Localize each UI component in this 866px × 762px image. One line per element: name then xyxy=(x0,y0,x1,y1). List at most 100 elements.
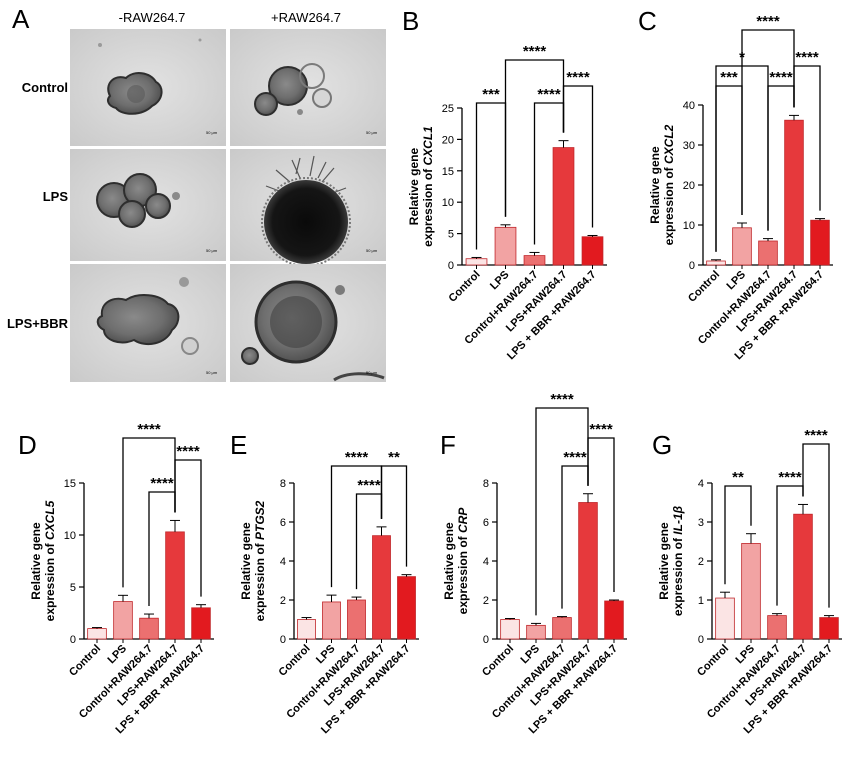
y-axis-label-prefix: expression of xyxy=(421,165,435,246)
chart-panel-g: G 0 1 2 3 4 Relative gene expression of IL-1β Co… xyxy=(652,427,842,736)
bar xyxy=(578,502,598,640)
category-label: Control xyxy=(695,643,731,679)
bar xyxy=(706,260,726,266)
y-tick-label: 0 xyxy=(70,634,76,646)
y-tick-label: 20 xyxy=(683,180,695,192)
chart-panel-e: E 0 2 4 6 8 Relative gene expression of PTGS2 Co… xyxy=(230,430,419,736)
y-axis-label-prefix: expression of xyxy=(43,540,57,621)
y-axis-label-line1: Relative gene xyxy=(648,146,662,224)
category-label: Control xyxy=(446,269,482,305)
y-tick-label: 0 xyxy=(280,634,286,646)
row-label-lps: LPS xyxy=(43,189,69,204)
chart-panel-b: B 0 5 10 15 20 25 Relative gene expression of CX… xyxy=(402,6,607,362)
y-axis-label-line2: expression of PTGS2 xyxy=(253,500,267,621)
bar xyxy=(139,617,159,640)
y-tick-label: 8 xyxy=(483,478,489,490)
bar xyxy=(732,227,752,266)
y-axis-label-gene: CXCL2 xyxy=(662,124,676,164)
micrograph-control-plus-raw: 50 μm xyxy=(230,29,386,146)
y-tick-label: 0 xyxy=(689,260,695,272)
y-tick-label: 4 xyxy=(483,556,489,568)
bar xyxy=(494,226,517,266)
column-header-minus-raw: -RAW264.7 xyxy=(119,10,186,25)
bar xyxy=(87,628,107,640)
y-tick-label: 10 xyxy=(442,197,454,209)
y-axis-label-prefix: expression of xyxy=(671,535,685,616)
y-axis-label-line1: Relative gene xyxy=(29,522,43,600)
panel-letter: F xyxy=(440,430,456,460)
scale-bar-label: 50 μm xyxy=(366,130,378,135)
bar xyxy=(715,597,735,640)
significance-label: **** xyxy=(589,421,613,438)
significance-label: **** xyxy=(778,469,802,486)
bar xyxy=(552,147,575,266)
significance-bracket xyxy=(793,65,821,211)
y-axis-label-prefix: expression of xyxy=(456,533,470,614)
bar xyxy=(347,599,366,640)
bar xyxy=(741,543,761,640)
y-axis-label-line1: Relative gene xyxy=(239,522,253,600)
significance-label: **** xyxy=(563,449,587,466)
y-axis-label-line2: expression of IL-1β xyxy=(671,505,685,616)
y-axis-label-line2: expression of CXCL5 xyxy=(43,500,57,621)
y-tick-label: 15 xyxy=(442,166,454,178)
significance-bracket xyxy=(475,102,507,250)
bar xyxy=(552,617,572,640)
significance-label: **** xyxy=(769,69,793,86)
scale-bar-label: 50 μm xyxy=(366,248,378,253)
bar xyxy=(191,607,211,640)
y-tick-label: 0 xyxy=(448,260,454,272)
panel-a: A -RAW264.7 +RAW264.7 Control LPS LPS+BB… xyxy=(7,4,386,382)
y-tick-label: 2 xyxy=(280,595,286,607)
y-tick-label: 15 xyxy=(64,478,76,490)
category-label: Control xyxy=(480,643,516,679)
significance-label: * xyxy=(739,49,745,66)
category-label: Control xyxy=(276,643,312,679)
scale-bar-label: 50 μm xyxy=(206,248,218,253)
y-tick-label: 2 xyxy=(698,556,704,568)
y-axis-label-line2: expression of CRP xyxy=(456,507,470,615)
panel-letter: G xyxy=(652,430,672,460)
y-tick-label: 4 xyxy=(698,478,704,490)
significance-label: *** xyxy=(720,69,738,86)
significance-bracket xyxy=(561,465,589,609)
significance-bracket xyxy=(724,485,752,585)
significance-label: **** xyxy=(150,475,174,492)
panel-letter: D xyxy=(18,430,37,460)
bar xyxy=(113,601,133,640)
bar xyxy=(526,624,546,640)
micrograph-lps-bbr-minus-raw: 50 μm xyxy=(70,264,226,382)
panel-letter: C xyxy=(638,6,657,36)
y-tick-label: 1 xyxy=(698,595,704,607)
scale-bar-label: 50 μm xyxy=(206,370,218,375)
significance-label: **** xyxy=(137,421,161,438)
y-tick-label: 0 xyxy=(483,634,489,646)
category-label: LPS xyxy=(488,269,512,293)
y-axis-label-gene: PTGS2 xyxy=(253,500,267,540)
micrograph-lps-plus-raw: 50 μm xyxy=(230,149,386,267)
significance-bracket xyxy=(562,85,594,228)
bar xyxy=(397,576,416,640)
y-tick-label: 3 xyxy=(698,517,704,529)
y-tick-label: 4 xyxy=(280,556,286,568)
significance-label: **** xyxy=(550,391,574,408)
y-tick-label: 5 xyxy=(70,582,76,594)
scale-bar-label: 50 μm xyxy=(366,370,378,375)
bar xyxy=(500,619,520,640)
significance-label: **** xyxy=(537,86,561,103)
bar xyxy=(322,601,341,640)
significance-label: **** xyxy=(795,49,819,66)
y-tick-label: 8 xyxy=(280,478,286,490)
y-tick-label: 2 xyxy=(483,595,489,607)
panel-letter: E xyxy=(230,430,247,460)
panel-a-letter: A xyxy=(12,4,30,34)
y-axis-label-line2: expression of CXCL2 xyxy=(662,124,676,245)
bar xyxy=(819,617,839,640)
bar xyxy=(465,258,488,266)
column-header-plus-raw: +RAW264.7 xyxy=(271,10,341,25)
y-tick-label: 0 xyxy=(698,634,704,646)
bar xyxy=(581,236,604,266)
y-axis-label-prefix: expression of xyxy=(253,540,267,621)
y-axis-label-line1: Relative gene xyxy=(407,147,421,225)
bar xyxy=(758,240,778,266)
